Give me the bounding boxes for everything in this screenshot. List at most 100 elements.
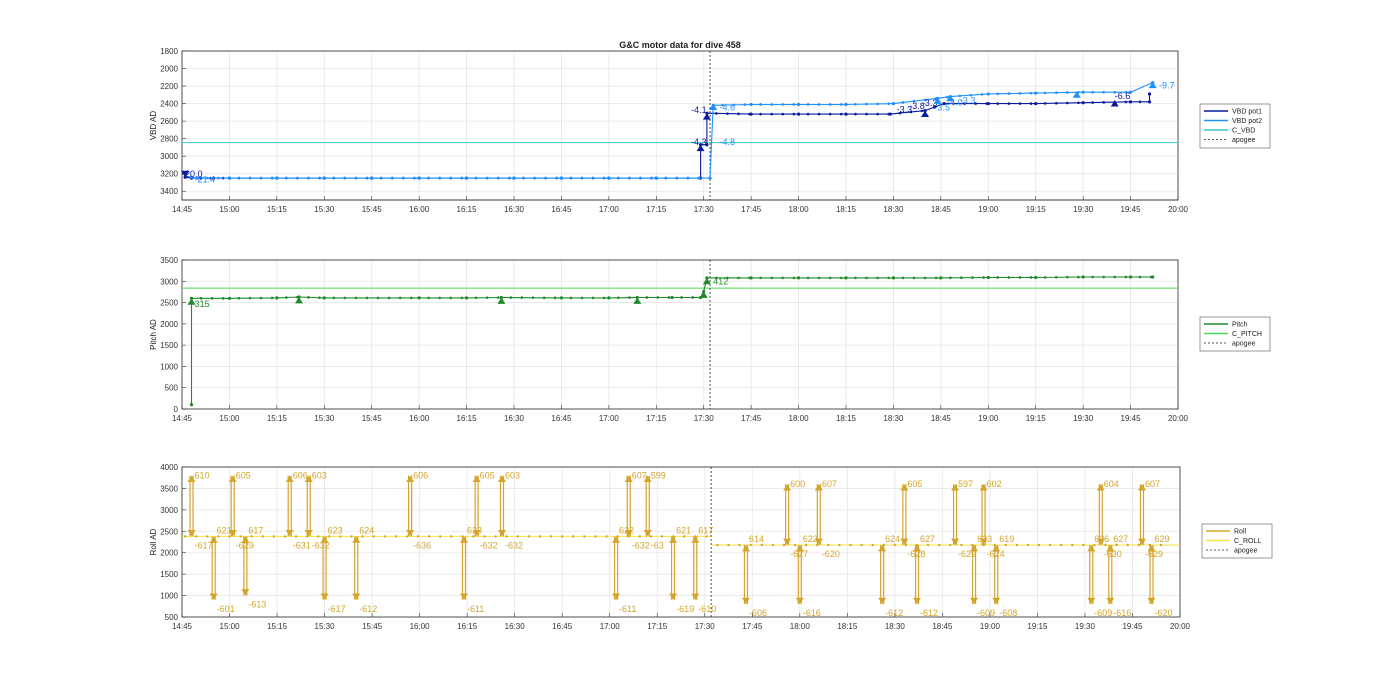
sample-point [971,276,974,279]
sample-point [485,176,489,180]
sample-point [516,535,520,538]
move-arrow [1096,538,1105,545]
sample-point [572,535,575,538]
data-label: -632 [312,540,330,550]
data-point [417,176,421,180]
legend-label: C_VBD [1232,128,1255,135]
move-arrow [624,475,633,482]
data-label: -4.3 [691,137,707,147]
data-label: -627 [790,549,808,559]
sample-point [496,176,500,180]
data-point [464,296,469,300]
data-point [189,175,194,179]
move-arrow [669,593,678,600]
sample-point [817,112,821,116]
sample-point [332,176,336,180]
data-label: -616 [1113,608,1131,618]
data-label: -601 [217,604,235,614]
sample-point [1102,90,1105,94]
sample-point [806,276,810,280]
x-tick-label: 19:45 [1121,205,1142,214]
sample-point [427,296,430,300]
data-label: -609 [1094,608,1112,618]
sample-point [1149,275,1153,279]
x-tick-label: 15:45 [362,414,383,423]
sample-point [1138,100,1142,104]
sample-point [748,112,751,116]
sample-point [1113,275,1117,279]
move-arrow [946,94,955,102]
y-tick-label: 2500 [160,527,178,536]
move-arrow [406,475,415,482]
legend-label: apogee [1232,137,1255,144]
data-label: 607 [1145,479,1160,489]
figure-title: G&C motor data for dive 458 [619,40,741,50]
sample-point [871,543,874,547]
legend-label: VBD pot2 [1232,118,1262,125]
sample-point [865,112,868,116]
data-point [705,143,709,147]
sample-point [605,535,608,538]
axes-frame [181,259,1179,410]
move-arrow [459,536,468,543]
data-label: 604 [1104,479,1119,489]
sample-point [828,276,832,280]
data-label: 606 [293,471,308,481]
sample-point [996,92,1000,96]
x-tick-label: 18:45 [932,622,953,631]
data-label: -4.0 [947,97,963,107]
sample-point [827,543,830,547]
move-arrow [285,475,294,482]
y-tick-label: 4000 [160,463,178,472]
sample-point [270,176,274,180]
x-tick-label: 17:45 [741,205,762,214]
data-label: -21.4 [195,174,216,184]
sample-point [1026,543,1030,547]
data-label: -617 [328,604,346,614]
sample-point [1091,90,1094,94]
sample-point [210,297,214,300]
data-label: -4.6 [720,103,736,113]
sample-point [449,296,453,300]
move-arrow [696,144,705,152]
plot-area [181,50,1179,201]
data-point [227,176,232,180]
move-arrow [1147,597,1156,605]
sample-point [259,176,263,180]
data-label: -3.3 [922,98,938,108]
data-label: 623 [328,525,343,535]
sample-point [1091,101,1094,104]
sample-point [759,276,762,280]
data-point [464,176,469,180]
sample-point [1029,102,1033,105]
data-label: -608 [999,608,1017,618]
sample-point [318,296,321,300]
data-point [322,176,326,180]
sample-point [960,543,963,547]
data-label: -613 [248,600,266,610]
sample-point [901,276,905,280]
x-tick-label: 14:45 [172,205,193,214]
x-tick-label: 17:30 [694,414,715,423]
x-tick-label: 18:30 [883,205,904,214]
data-point [227,296,232,300]
sample-point [591,176,595,180]
move-arrow [691,593,700,600]
sample-point [1126,543,1129,547]
sample-point [887,276,890,280]
sample-point [901,101,905,104]
data-label: 603 [505,471,520,481]
sample-point [328,535,331,538]
move-arrow [633,297,642,304]
sample-point [555,176,558,180]
sample-point [660,535,664,538]
data-label: -628 [907,549,925,559]
x-tick-label: 15:00 [219,205,240,214]
x-tick-label: 19:00 [980,622,1001,631]
data-label: -63 [651,540,664,550]
sample-point [199,297,203,300]
sample-point [649,535,653,538]
data-point [942,101,946,106]
data-label: 621 [217,525,232,535]
plot-area [181,466,1181,618]
